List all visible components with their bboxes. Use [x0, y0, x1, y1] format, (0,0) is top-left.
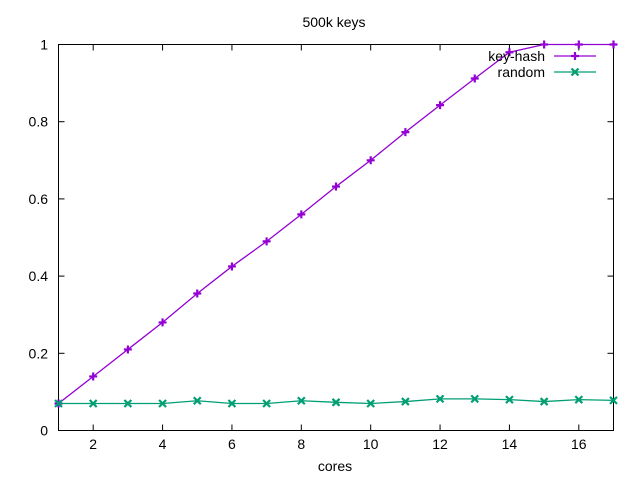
data-point [89, 372, 98, 381]
data-point [54, 399, 63, 408]
series-random [54, 394, 618, 408]
data-point [332, 182, 340, 191]
data-point [297, 396, 306, 406]
y-tick-label: 0.2 [29, 345, 49, 361]
legend-label: key-hash [488, 48, 545, 64]
y-tick-label: 0.6 [29, 191, 49, 207]
data-point [262, 399, 271, 408]
legend-swatch-marker [570, 67, 580, 77]
data-point [505, 395, 514, 404]
data-point [574, 40, 583, 49]
x-tick-label: 8 [297, 436, 305, 452]
x-axis-label: cores [318, 458, 352, 474]
y-tick-label: 0.8 [29, 114, 49, 130]
data-point [470, 394, 480, 404]
x-axis: 2 4 6 8 10 12 14 16 [89, 44, 587, 452]
chart-title: 500k keys [302, 14, 365, 30]
data-point [366, 399, 375, 408]
series-layer [54, 40, 618, 408]
x-tick-label: 10 [363, 436, 379, 452]
data-point [401, 397, 410, 406]
data-point [227, 399, 237, 408]
data-point [435, 394, 445, 404]
x-tick-label: 6 [228, 436, 236, 452]
data-point [609, 40, 618, 49]
x-tick-label: 4 [159, 436, 167, 452]
legend-swatch-marker [571, 52, 579, 60]
data-point [539, 397, 549, 406]
data-point [401, 128, 410, 137]
y-tick-label: 0 [40, 423, 48, 439]
data-point [123, 345, 132, 354]
data-point [436, 101, 445, 110]
data-point [158, 399, 167, 408]
data-point [227, 262, 236, 271]
data-point [88, 399, 98, 408]
x-tick-label: 12 [432, 436, 448, 452]
data-point [123, 399, 133, 408]
data-point [540, 40, 549, 49]
data-point [366, 156, 375, 165]
data-point [158, 318, 167, 327]
data-point [262, 237, 271, 246]
legend-label: random [498, 64, 545, 80]
series-line [58, 43, 614, 404]
y-axis: 0 0.2 0.4 0.6 0.8 1 [29, 37, 614, 439]
x-tick-label: 16 [571, 436, 587, 452]
x-tick-label: 14 [502, 436, 518, 452]
series-key-hash [54, 40, 618, 408]
data-point [574, 395, 584, 404]
x-tick-label: 2 [89, 436, 97, 452]
data-point [192, 396, 202, 406]
data-point [470, 74, 479, 83]
data-point [331, 398, 341, 407]
data-point [193, 289, 202, 298]
data-point [297, 210, 306, 219]
data-point [609, 396, 618, 405]
y-tick-label: 1 [40, 37, 48, 53]
y-tick-label: 0.4 [29, 268, 49, 284]
plot-frame [58, 44, 614, 431]
data-point [505, 48, 514, 57]
